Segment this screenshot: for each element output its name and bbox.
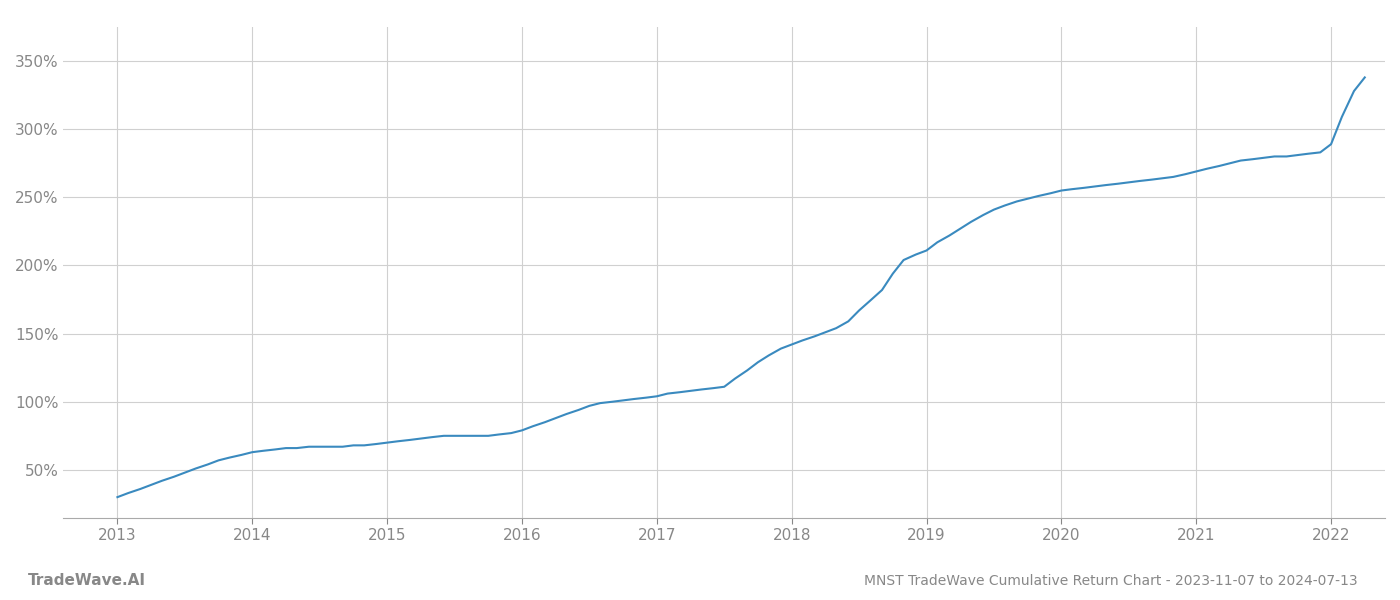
Text: MNST TradeWave Cumulative Return Chart - 2023-11-07 to 2024-07-13: MNST TradeWave Cumulative Return Chart -… xyxy=(864,574,1358,588)
Text: TradeWave.AI: TradeWave.AI xyxy=(28,573,146,588)
